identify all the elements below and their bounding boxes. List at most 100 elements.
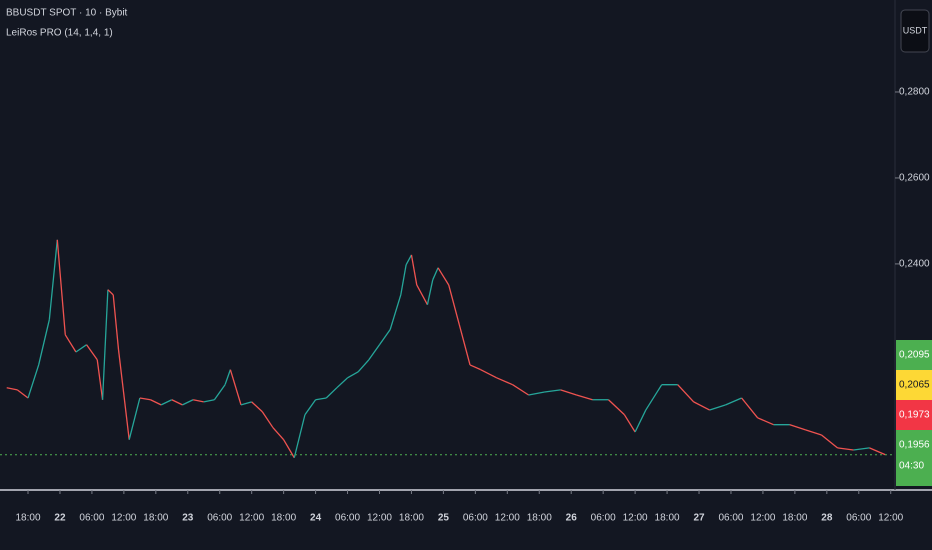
price-segment xyxy=(645,384,663,411)
price-tag xyxy=(896,340,932,370)
price-segment xyxy=(139,397,151,401)
price-segment xyxy=(128,397,141,440)
price-segment xyxy=(853,447,870,451)
x-tick-label: 28 xyxy=(821,513,833,524)
price-segment xyxy=(229,369,242,406)
price-segment xyxy=(325,387,338,399)
x-tick-label: 18:00 xyxy=(782,513,807,524)
price-segment xyxy=(410,254,418,286)
y-tick-label: 0,2600 xyxy=(899,173,930,184)
price-segment xyxy=(272,427,285,441)
price-segment xyxy=(357,359,370,373)
price-tag-label: 0,2065 xyxy=(899,380,930,391)
price-segment xyxy=(805,429,822,436)
price-segment xyxy=(336,377,348,389)
y-tick-label: 0,2400 xyxy=(899,259,930,270)
currency-button[interactable] xyxy=(900,9,930,53)
price-segment xyxy=(741,397,759,419)
x-tick-label: 12:00 xyxy=(750,513,775,524)
price-segment xyxy=(56,239,66,335)
x-tick-label: 24 xyxy=(310,513,322,524)
symbol-title: BBUSDT SPOT · 10 · Bybit xyxy=(6,8,128,19)
price-segment xyxy=(182,399,194,406)
price-segment xyxy=(27,364,40,399)
currency-label: USDT xyxy=(903,25,928,35)
x-tick-label: 06:00 xyxy=(79,513,104,524)
price-segment xyxy=(160,399,173,406)
price-segment xyxy=(608,399,625,416)
x-tick-label: 06:00 xyxy=(846,513,871,524)
price-segment xyxy=(837,447,854,451)
x-tick-label: 12:00 xyxy=(878,513,903,524)
price-segment xyxy=(64,334,77,353)
price-segment xyxy=(432,267,439,281)
y-tick-label: 0,2800 xyxy=(899,87,930,98)
price-segment xyxy=(38,319,50,366)
price-segment xyxy=(416,284,428,306)
price-tag xyxy=(896,370,932,400)
price-segment xyxy=(789,424,806,431)
x-tick-label: 18:00 xyxy=(399,513,424,524)
price-tag-label: 0,2095 xyxy=(899,350,930,361)
price-segment xyxy=(821,434,838,449)
price-tag xyxy=(896,430,932,486)
price-segment xyxy=(16,389,29,399)
x-tick-label: 06:00 xyxy=(207,513,232,524)
price-segment xyxy=(283,439,295,459)
price-segment xyxy=(426,279,434,305)
price-segment xyxy=(192,399,204,403)
x-tick-label: 18:00 xyxy=(527,513,552,524)
x-tick-label: 22 xyxy=(54,513,66,524)
price-segment xyxy=(544,389,561,393)
price-segment xyxy=(213,384,226,401)
price-segment xyxy=(437,267,450,286)
price-segment xyxy=(405,254,413,266)
price-segment xyxy=(368,344,381,361)
price-segment xyxy=(709,404,726,411)
price-segment xyxy=(203,399,215,403)
x-tick-label: 26 xyxy=(566,513,578,524)
price-segment xyxy=(6,387,18,391)
price-segment xyxy=(293,414,306,458)
price-segment xyxy=(48,239,58,320)
x-tick-label: 12:00 xyxy=(111,513,136,524)
price-segment xyxy=(448,284,461,326)
price-segment xyxy=(240,401,252,406)
x-tick-label: 25 xyxy=(438,513,450,524)
price-segment xyxy=(634,409,647,433)
price-segment xyxy=(725,397,742,406)
price-tag xyxy=(896,400,932,430)
x-tick-label: 06:00 xyxy=(718,513,743,524)
x-tick-label: 06:00 xyxy=(335,513,360,524)
x-tick-label: 12:00 xyxy=(239,513,264,524)
indicator-title: LeiRos PRO (14, 1,4, 1) xyxy=(6,28,113,39)
x-tick-label: 12:00 xyxy=(495,513,520,524)
price-segment xyxy=(576,394,593,401)
price-segment xyxy=(171,399,183,406)
price-segment xyxy=(512,384,529,396)
price-segment xyxy=(469,364,481,371)
price-segment xyxy=(757,417,774,426)
price-segment xyxy=(112,294,120,350)
price-segment xyxy=(261,411,274,429)
price-tag-label: 0,1973 xyxy=(899,410,930,421)
price-segment xyxy=(224,369,231,385)
price-tag-label: 0,1956 xyxy=(899,440,930,451)
price-segment xyxy=(251,401,263,413)
price-segment xyxy=(101,289,109,400)
price-segment xyxy=(677,384,695,403)
price-segment xyxy=(117,349,130,440)
price-segment xyxy=(304,399,317,416)
x-tick-label: 27 xyxy=(693,513,705,524)
x-tick-label: 18:00 xyxy=(655,513,680,524)
price-segment xyxy=(378,329,391,346)
price-segment xyxy=(458,324,471,366)
price-segment xyxy=(75,344,87,353)
price-segment xyxy=(150,399,162,406)
x-tick-label: 18:00 xyxy=(15,513,40,524)
price-segment xyxy=(389,294,402,330)
price-segment xyxy=(107,289,114,296)
x-tick-label: 18:00 xyxy=(143,513,168,524)
x-tick-label: 12:00 xyxy=(367,513,392,524)
